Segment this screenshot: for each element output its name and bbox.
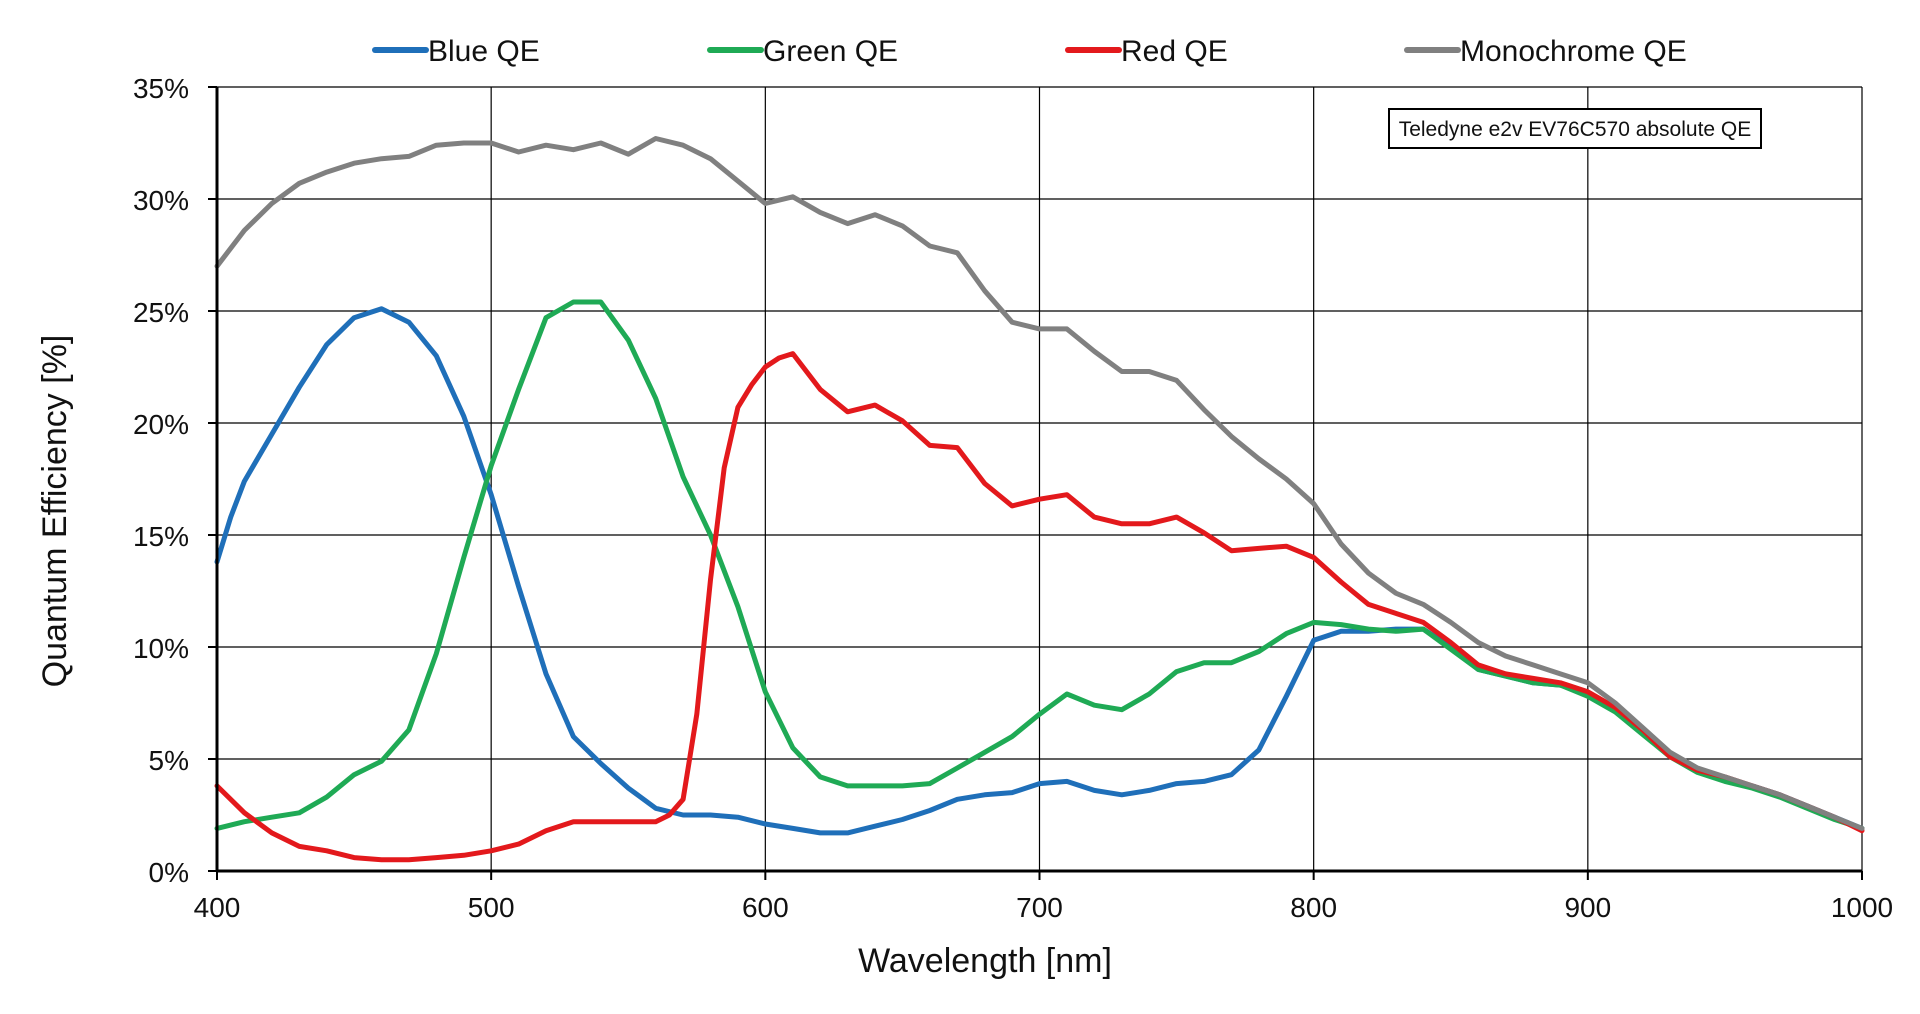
annotation-box [1388, 108, 1762, 149]
legend-item-red-qe: Red QE [1065, 35, 1228, 68]
chart-axes [208, 86, 1863, 880]
chart-grid [216, 86, 1863, 872]
x-axis-label: Wavelength [nm] [858, 942, 1112, 980]
y-tick-label: 5% [149, 745, 189, 776]
x-tick-label: 400 [194, 892, 241, 923]
y-tick-label: 15% [133, 521, 189, 552]
legend-item-green-qe: Green QE [707, 35, 898, 68]
x-tick-label: 900 [1564, 892, 1611, 923]
y-axis-label: Quantum Efficiency [%] [36, 335, 74, 688]
legend-label: Monochrome QE [1460, 35, 1687, 68]
chart-tick-labels: 0% 5% 10% 15% 20% 25% 30% 35% 400 500 600 700 800 900… [133, 73, 1893, 923]
series-line-green-qe [214, 299, 1865, 831]
x-tick-label: 500 [468, 892, 515, 923]
series-line-red-qe [214, 351, 1865, 863]
x-tick-label: 800 [1290, 892, 1337, 923]
y-tick-label: 10% [133, 633, 189, 664]
x-tick-label: 600 [742, 892, 789, 923]
y-tick-label: 0% [149, 857, 189, 888]
legend-item-monochrome-qe: Monochrome QE [1404, 35, 1687, 68]
y-tick-label: 30% [133, 185, 189, 216]
x-tick-label: 700 [1016, 892, 1063, 923]
legend-label: Green QE [763, 35, 898, 68]
chart-legend: Blue QE Green QE Red QE Monochrome QE [372, 35, 1687, 68]
x-tick-label: 1000 [1831, 892, 1893, 923]
legend-label: Blue QE [428, 35, 540, 68]
y-tick-label: 25% [133, 297, 189, 328]
chart-series-layer [214, 136, 1865, 863]
y-tick-label: 20% [133, 409, 189, 440]
annotation-text: Teledyne e2v EV76C570 absolute QE [1399, 118, 1752, 141]
legend-label: Red QE [1121, 35, 1228, 68]
chart-annotation: Teledyne e2v EV76C570 absolute QE [1388, 108, 1762, 149]
y-tick-label: 35% [133, 73, 189, 104]
legend-item-blue-qe: Blue QE [372, 35, 540, 68]
series-line-monochrome-qe [214, 136, 1865, 831]
